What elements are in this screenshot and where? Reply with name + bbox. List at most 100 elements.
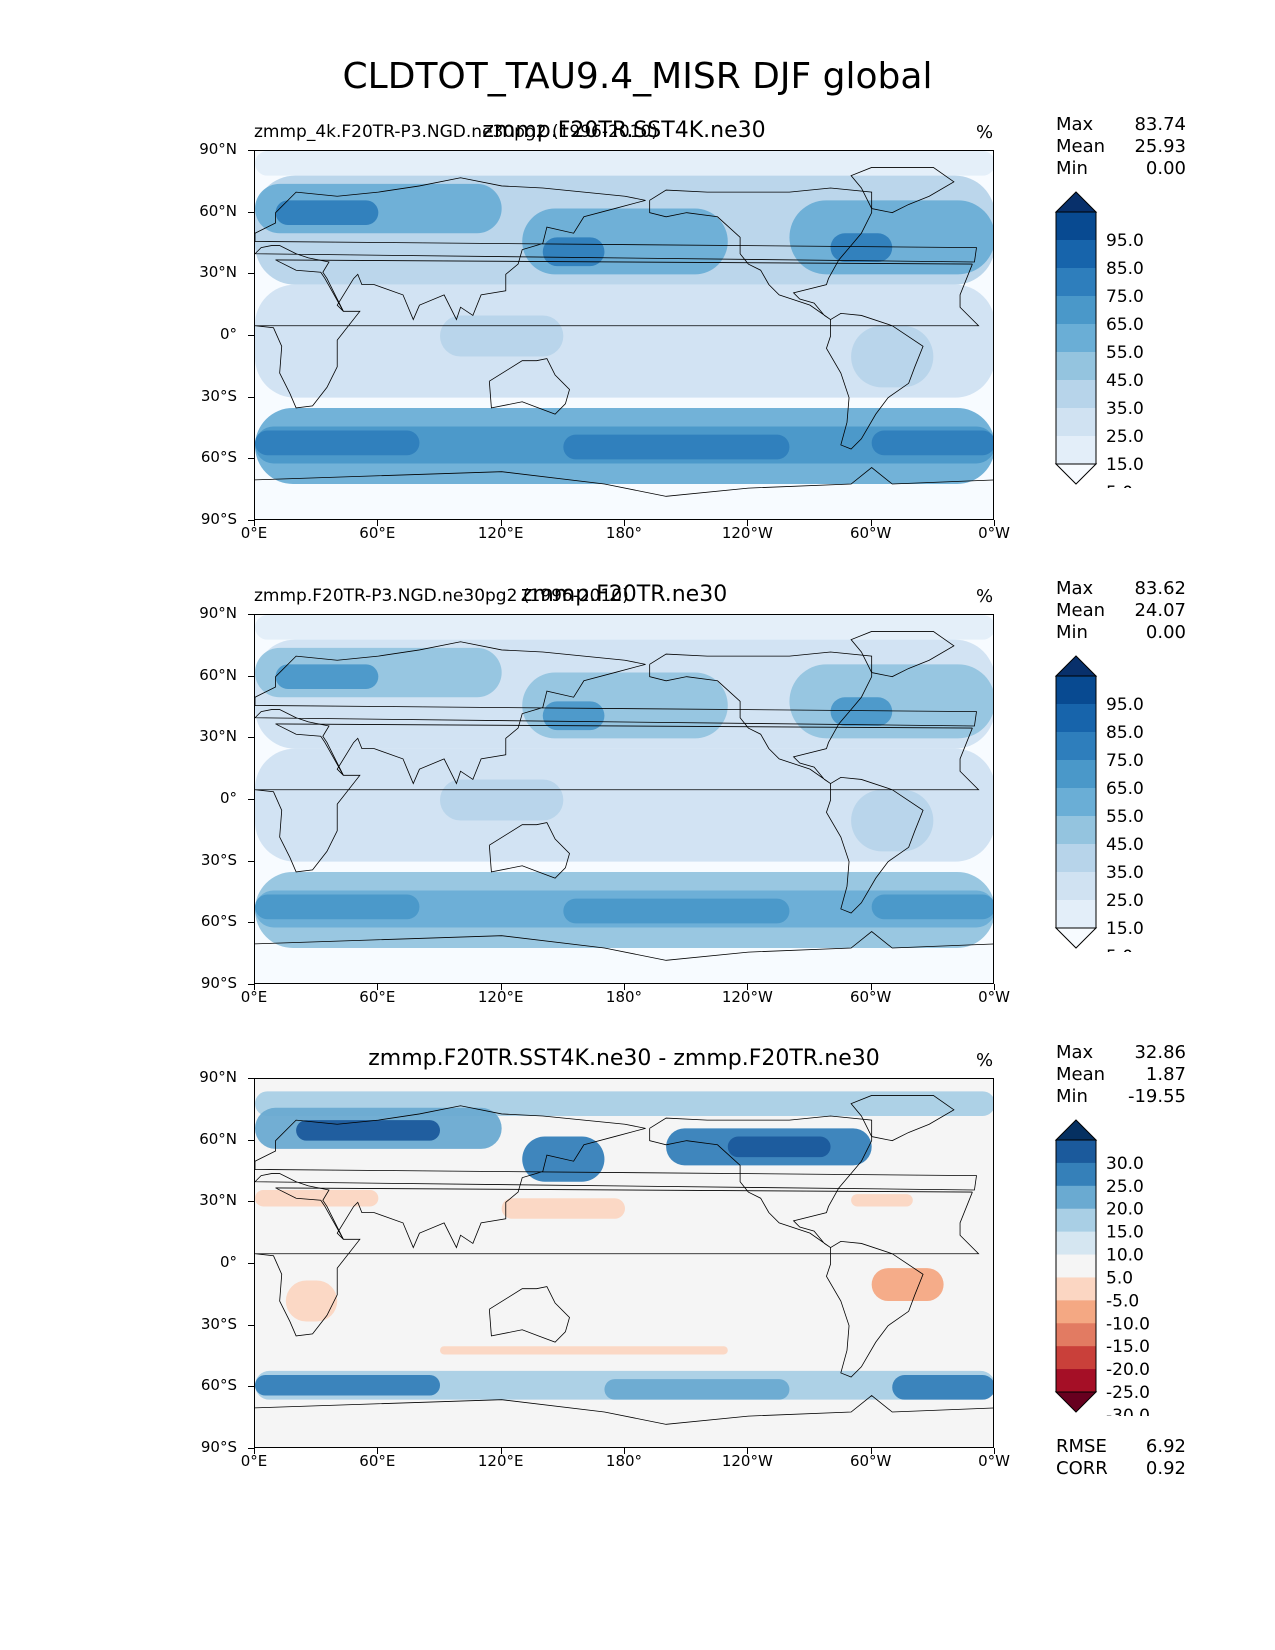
stats-box: Max 83.74 Mean 25.93 Min 0.00 — [1056, 114, 1186, 180]
stat-value: 0.00 — [1145, 158, 1186, 179]
coastline — [850, 1095, 955, 1142]
colorbar-tick-label: 5.0 — [1106, 947, 1133, 952]
map-panel-reference: zmmp.F20TR-P3.NGD.ne30pg2 (1996-2010) zmm… — [0, 578, 1275, 1056]
lon-tick-label: 120°W — [721, 1452, 773, 1470]
colorbar-tick-label: 85.0 — [1106, 723, 1144, 743]
lat-tick — [248, 1263, 254, 1264]
colorbar-swatch — [1056, 1277, 1096, 1301]
colorbar-swatch — [1056, 1254, 1096, 1278]
colorbar-swatch — [1056, 844, 1096, 873]
colorbar-swatch — [1056, 352, 1096, 381]
lon-tick-label: 0°E — [240, 524, 268, 542]
colorbar-tick-label: -15.0 — [1106, 1337, 1150, 1357]
coastline — [649, 1115, 873, 1248]
lon-tick-label: 0°E — [240, 1452, 268, 1470]
map-frame — [254, 1078, 994, 1448]
coastline — [255, 1187, 980, 1337]
colorbar-tick-label: -25.0 — [1106, 1383, 1150, 1403]
field-contour — [275, 664, 379, 689]
colorbar-tick-label: 15.0 — [1106, 919, 1144, 939]
colorbar-swatch — [1056, 296, 1096, 325]
lon-tick-label: 0°W — [978, 524, 1010, 542]
lat-tick — [248, 520, 254, 521]
colorbar-swatch — [1056, 1162, 1096, 1187]
lon-tick — [994, 1448, 995, 1454]
colorbar-extend-min — [1054, 463, 1098, 485]
map-plot — [255, 615, 993, 983]
lon-tick-label: 60°W — [849, 1452, 892, 1470]
coastline — [255, 931, 993, 961]
coastline — [649, 651, 873, 784]
lon-tick — [254, 1448, 255, 1454]
lon-tick-label: 60°E — [359, 524, 396, 542]
lat-tick-label: 60°S — [200, 448, 237, 467]
colorbar: 30.0 25.0 20.0 15.0 10.0 5.0 -5.0 -10.0 -15.0 -20… — [1054, 1116, 1234, 1426]
lon-tick-label: 120°E — [477, 524, 524, 542]
lon-tick — [624, 1448, 625, 1454]
lat-tick-label: 30°N — [199, 263, 237, 282]
lat-tick-label: 90°N — [199, 140, 237, 158]
colorbar-tick-label: 75.0 — [1106, 751, 1144, 771]
colorbar-swatch — [1056, 240, 1096, 269]
lon-tick — [747, 984, 749, 990]
lon-tick-label: 0°W — [978, 1452, 1010, 1470]
colorbar-swatch — [1056, 1300, 1096, 1324]
stat-label: Max — [1056, 578, 1094, 599]
lon-tick-label: 60°E — [359, 1452, 396, 1470]
stat-value: 1.87 — [1145, 1064, 1186, 1085]
field-contour — [604, 1379, 790, 1400]
lon-tick-label: 120°W — [721, 988, 773, 1006]
stat-row: Min -19.55 — [1056, 1086, 1186, 1108]
stat-row: Mean 24.07 — [1056, 600, 1186, 622]
lat-tick-label: 0° — [219, 325, 237, 343]
colorbar-svg: 95.0 85.0 75.0 65.0 55.0 45.0 35.0 25.0 15.0 5.0 — [1054, 191, 1144, 503]
field-contour — [563, 898, 790, 924]
colorbar-extend-min — [1054, 927, 1098, 949]
lat-tick — [248, 396, 254, 398]
lon-tick-label: 0°W — [978, 988, 1010, 1006]
colorbar-tick-label: 75.0 — [1106, 287, 1144, 307]
lat-tick-label: 30°S — [200, 386, 237, 405]
field-contour — [255, 948, 993, 983]
colorbar-swatch — [1056, 1185, 1096, 1210]
colorbar-extend-max — [1054, 191, 1098, 213]
colorbar-swatch — [1056, 1140, 1096, 1164]
coastline — [850, 167, 955, 214]
colorbar-tick-label: 20.0 — [1106, 1200, 1144, 1220]
colorbar-tick-label: 55.0 — [1106, 343, 1144, 363]
stat-row: Min 0.00 — [1056, 158, 1186, 180]
lat-tick — [248, 458, 254, 460]
coastline — [826, 312, 924, 450]
map-panel-test: zmmp_4k.F20TR-P3.NGD.ne30pg2 (1996-2010)… — [0, 114, 1275, 592]
colorbar: 95.0 85.0 75.0 65.0 55.0 45.0 35.0 25.0 15.0 5.0 — [1054, 188, 1234, 503]
colorbar-tick-label: -10.0 — [1106, 1314, 1150, 1334]
lat-tick — [248, 1448, 254, 1449]
lat-tick-label: 30°S — [200, 1314, 237, 1333]
stat-row: Max 83.74 — [1056, 114, 1186, 136]
lon-tick-label: 0°E — [240, 988, 268, 1006]
map-frame — [254, 150, 994, 520]
colorbar-tick-label: 15.0 — [1106, 455, 1144, 475]
colorbar-swatch — [1056, 1369, 1096, 1393]
colorbar-swatch — [1056, 816, 1096, 845]
footer-row: RMSE 6.92 — [1056, 1436, 1186, 1458]
coastline — [850, 631, 955, 678]
lat-tick-label: 0° — [219, 789, 237, 807]
subtitle-center: zmmp.F20TR.ne30 — [520, 582, 728, 607]
colorbar-swatch — [1056, 408, 1096, 437]
colorbar-tick-label: 45.0 — [1106, 371, 1144, 391]
stat-label: Min — [1056, 1086, 1088, 1107]
footer-stats: RMSE 6.92 CORR 0.92 — [1056, 1436, 1186, 1480]
colorbar-tick-label: 95.0 — [1106, 231, 1144, 251]
lon-tick — [994, 520, 995, 526]
coastline — [255, 1395, 993, 1425]
lat-tick-label: 60°N — [199, 665, 237, 684]
colorbar-swatch — [1056, 676, 1096, 705]
field-contour — [255, 894, 420, 920]
colorbar-swatch — [1056, 872, 1096, 901]
stat-label: Mean — [1056, 600, 1106, 621]
stat-value: 83.62 — [1134, 578, 1186, 599]
stat-row: Mean 1.87 — [1056, 1064, 1186, 1086]
colorbar-tick-label: 10.0 — [1106, 1246, 1144, 1266]
colorbar-swatch — [1056, 1346, 1096, 1370]
